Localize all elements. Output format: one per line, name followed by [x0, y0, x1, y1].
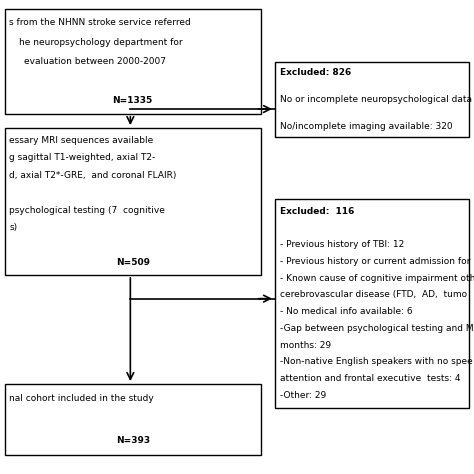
- Text: - Previous history of TBI: 12: - Previous history of TBI: 12: [280, 240, 404, 249]
- Text: he neuropsychology department for: he neuropsychology department for: [19, 38, 182, 47]
- Text: s): s): [9, 223, 18, 232]
- FancyBboxPatch shape: [275, 62, 469, 137]
- FancyBboxPatch shape: [5, 9, 261, 114]
- Text: N=393: N=393: [116, 436, 150, 445]
- Text: - No medical info available: 6: - No medical info available: 6: [280, 307, 412, 316]
- Text: g sagittal T1-weighted, axial T2-: g sagittal T1-weighted, axial T2-: [9, 154, 156, 163]
- Text: No/incomplete imaging available: 320: No/incomplete imaging available: 320: [280, 122, 452, 131]
- Text: -Gap between psychological testing and M: -Gap between psychological testing and M: [280, 324, 473, 333]
- Text: d, axial T2*-GRE,  and coronal FLAIR): d, axial T2*-GRE, and coronal FLAIR): [9, 171, 177, 180]
- Text: attention and frontal executive  tests: 4: attention and frontal executive tests: 4: [280, 374, 460, 383]
- Text: evaluation between 2000-2007: evaluation between 2000-2007: [24, 57, 166, 66]
- Text: N=509: N=509: [116, 258, 150, 267]
- Text: -Other: 29: -Other: 29: [280, 391, 326, 400]
- Text: No or incomplete neuropsychological data: No or incomplete neuropsychological data: [280, 95, 472, 104]
- FancyBboxPatch shape: [5, 384, 261, 455]
- Text: essary MRI sequences available: essary MRI sequences available: [9, 136, 154, 145]
- Text: nal cohort included in the study: nal cohort included in the study: [9, 394, 154, 403]
- Text: Excluded: 826: Excluded: 826: [280, 68, 351, 77]
- Text: s from the NHNN stroke service referred: s from the NHNN stroke service referred: [9, 18, 191, 27]
- Text: - Known cause of cognitive impairment oth: - Known cause of cognitive impairment ot…: [280, 274, 474, 283]
- FancyBboxPatch shape: [5, 128, 261, 275]
- Text: N=1335: N=1335: [113, 96, 153, 105]
- Text: - Previous history or current admission for: - Previous history or current admission …: [280, 257, 470, 266]
- Text: months: 29: months: 29: [280, 341, 331, 350]
- Text: psychological testing (7  cognitive: psychological testing (7 cognitive: [9, 206, 165, 215]
- Text: cerebrovascular disease (FTD,  AD,  tumo: cerebrovascular disease (FTD, AD, tumo: [280, 291, 467, 300]
- Text: -Non-native English speakers with no spee: -Non-native English speakers with no spe…: [280, 357, 473, 366]
- FancyBboxPatch shape: [275, 199, 469, 408]
- Text: Excluded:  116: Excluded: 116: [280, 207, 354, 216]
